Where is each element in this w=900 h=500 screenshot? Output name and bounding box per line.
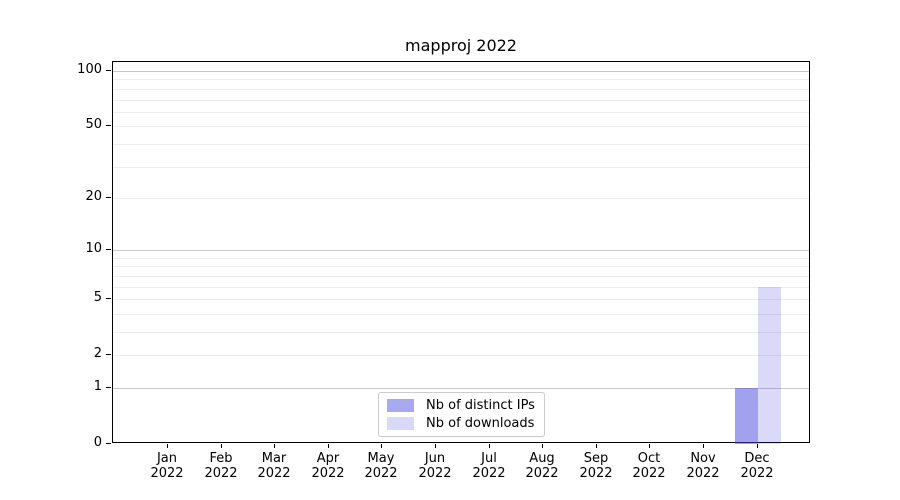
x-tick-label-nov-2022: Nov 2022: [686, 451, 720, 481]
gridline-y-3: [113, 332, 809, 333]
y-tick-5: [106, 298, 111, 299]
bar-dec-2022-nb-of-distinct-ips: [735, 388, 758, 444]
gridline-y-50: [113, 126, 809, 127]
bar-dec-2022-nb-of-downloads: [758, 287, 781, 444]
x-tick-jun-2022: [435, 444, 436, 448]
x-tick-jan-2022: [167, 444, 168, 448]
gridline-y-1: [113, 388, 809, 389]
gridline-y-9: [113, 258, 809, 259]
x-tick-label-dec-2022: Dec 2022: [740, 451, 774, 481]
gridline-y-10: [113, 250, 809, 251]
legend-label-downloads: Nb of downloads: [426, 416, 535, 431]
gridline-y-2: [113, 355, 809, 356]
x-tick-label-jun-2022: Jun 2022: [418, 451, 452, 481]
y-tick-label-20: 20: [85, 189, 102, 204]
y-tick-100: [106, 70, 111, 71]
x-tick-label-may-2022: May 2022: [364, 451, 398, 481]
gridline-y-70: [113, 100, 809, 101]
gridline-y-5: [113, 299, 809, 300]
gridline-y-20: [113, 198, 809, 199]
y-tick-1: [106, 387, 111, 388]
y-tick-label-2: 2: [93, 346, 102, 361]
x-tick-nov-2022: [703, 444, 704, 448]
x-tick-jul-2022: [489, 444, 490, 448]
x-tick-feb-2022: [221, 444, 222, 448]
x-tick-label-sep-2022: Sep 2022: [579, 451, 613, 481]
gridline-y-6: [113, 287, 809, 288]
gridline-y-40: [113, 144, 809, 145]
y-tick-20: [106, 197, 111, 198]
y-tick-label-0: 0: [93, 435, 102, 450]
x-tick-label-oct-2022: Oct 2022: [632, 451, 666, 481]
x-tick-sep-2022: [596, 444, 597, 448]
x-tick-aug-2022: [542, 444, 543, 448]
x-tick-label-mar-2022: Mar 2022: [257, 451, 291, 481]
legend-item-downloads: Nb of downloads: [387, 416, 535, 431]
y-tick-50: [106, 125, 111, 126]
x-tick-label-jan-2022: Jan 2022: [150, 451, 184, 481]
gridline-y-7: [113, 276, 809, 277]
y-tick-0: [106, 443, 111, 444]
y-tick-2: [106, 354, 111, 355]
gridline-y-90: [113, 79, 809, 80]
y-tick-label-1: 1: [93, 379, 102, 394]
legend-swatch-downloads: [387, 417, 414, 430]
legend-item-distinct-ips: Nb of distinct IPs: [387, 398, 535, 413]
gridline-y-80: [113, 89, 809, 90]
y-tick-label-10: 10: [85, 241, 102, 256]
x-tick-dec-2022: [757, 444, 758, 448]
x-tick-apr-2022: [328, 444, 329, 448]
gridline-y-4: [113, 314, 809, 315]
plot-area: [112, 61, 810, 444]
x-tick-oct-2022: [649, 444, 650, 448]
gridline-y-100: [113, 71, 809, 72]
x-tick-label-aug-2022: Aug 2022: [525, 451, 559, 481]
gridline-y-30: [113, 167, 809, 168]
x-tick-label-feb-2022: Feb 2022: [204, 451, 238, 481]
x-tick-mar-2022: [274, 444, 275, 448]
gridline-y-8: [113, 266, 809, 267]
y-tick-label-5: 5: [93, 290, 102, 305]
x-tick-label-apr-2022: Apr 2022: [311, 451, 345, 481]
y-tick-label-100: 100: [77, 62, 102, 77]
legend-swatch-distinct-ips: [387, 399, 414, 412]
chart-title: mapproj 2022: [405, 36, 517, 55]
legend: Nb of distinct IPs Nb of downloads: [378, 392, 545, 437]
x-tick-may-2022: [381, 444, 382, 448]
y-tick-label-50: 50: [85, 117, 102, 132]
y-tick-10: [106, 249, 111, 250]
legend-label-distinct-ips: Nb of distinct IPs: [426, 398, 535, 413]
gridline-y-60: [113, 112, 809, 113]
x-tick-label-jul-2022: Jul 2022: [472, 451, 506, 481]
